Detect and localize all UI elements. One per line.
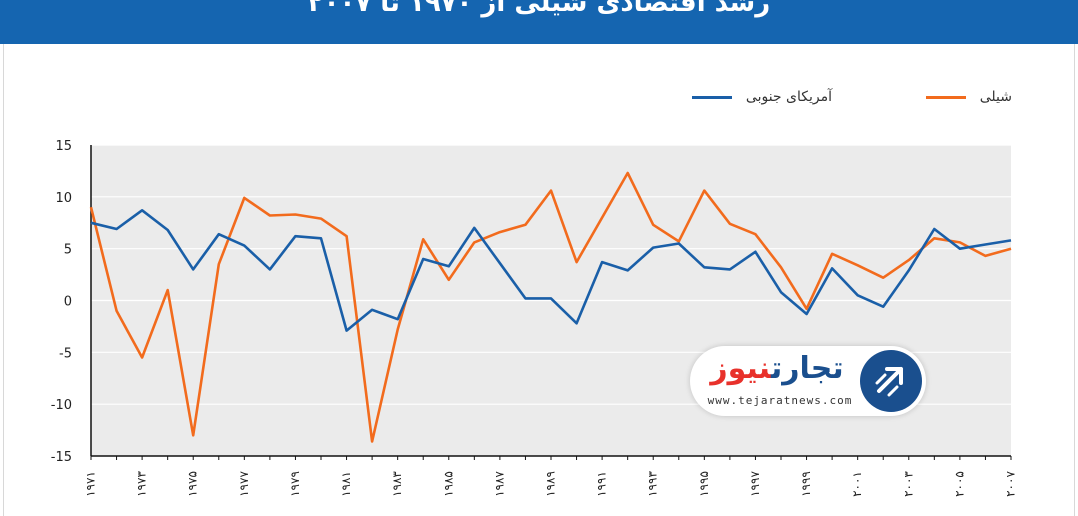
x-tick-label: ۱۹۸۵: [441, 471, 455, 497]
x-tick-label: ۱۹۸۷: [492, 471, 506, 497]
y-tick-label: 0: [64, 295, 72, 310]
y-tick-label: -15: [51, 450, 72, 465]
title-banner: رشد اقتصادی شیلی از ۱۹۷۰ تا ۲۰۰۷: [0, 0, 1078, 44]
x-tick-label: ۱۹۷۳: [135, 471, 149, 497]
x-tick-label: ۱۹۸۳: [390, 471, 404, 497]
x-tick-label: ۱۹۹۱: [595, 471, 609, 497]
x-tick-label: ۱۹۸۹: [544, 471, 558, 497]
chart-title: رشد اقتصادی شیلی از ۱۹۷۰ تا ۲۰۰۷: [307, 0, 771, 18]
legend-label-south-america: آمریکای جنوبی: [745, 89, 832, 105]
chart-frame: [3, 44, 1075, 516]
y-tick-label: 10: [55, 191, 72, 206]
x-tick-label: ۱۹۹۵: [697, 471, 711, 497]
x-tick-label: ۲۰۰۳: [901, 471, 915, 497]
tejaratnews-logo: تجارتنیوز www.tejaratnews.com: [690, 346, 926, 416]
logo-name-main: تجارت: [770, 351, 844, 386]
x-tick-label: ۱۹۷۵: [186, 471, 200, 497]
legend-swatch-chile: [925, 95, 966, 99]
series-line-chile: [89, 171, 1012, 443]
y-tick-label: 15: [55, 139, 72, 154]
logo-name-accent: نیوز: [710, 351, 771, 386]
series-line-south-america: [90, 209, 1012, 332]
legend-item-chile: شیلی: [925, 87, 1012, 107]
y-tick-label: -10: [51, 398, 72, 413]
logo-arrow-icon: [860, 350, 922, 412]
legend-label-chile: شیلی: [979, 89, 1012, 105]
x-tick-label: ۲۰۰۱: [850, 471, 864, 497]
legend-item-south-america: آمریکای جنوبی: [691, 87, 832, 107]
x-tick-label: ۲۰۰۵: [952, 471, 966, 497]
x-tick-label: ۱۹۹۳: [646, 471, 660, 497]
x-tick-label: ۱۹۷۱: [84, 471, 98, 497]
y-tick-label: 5: [64, 243, 72, 258]
logo-wordmark: تجارتنیوز: [702, 350, 852, 388]
x-tick-label: ۱۹۷۷: [237, 471, 251, 497]
x-tick-label: ۱۹۷۹: [288, 471, 302, 497]
x-tick-label: ۱۹۹۹: [799, 471, 813, 497]
y-tick-label: -5: [59, 346, 72, 361]
legend-swatch-south-america: [691, 95, 732, 99]
x-tick-label: ۱۹۹۷: [748, 471, 762, 497]
x-tick-label: ۲۰۰۷: [1004, 471, 1018, 497]
x-tick-label: ۱۹۸۱: [339, 471, 353, 497]
logo-url: www.tejaratnews.com: [707, 394, 853, 407]
